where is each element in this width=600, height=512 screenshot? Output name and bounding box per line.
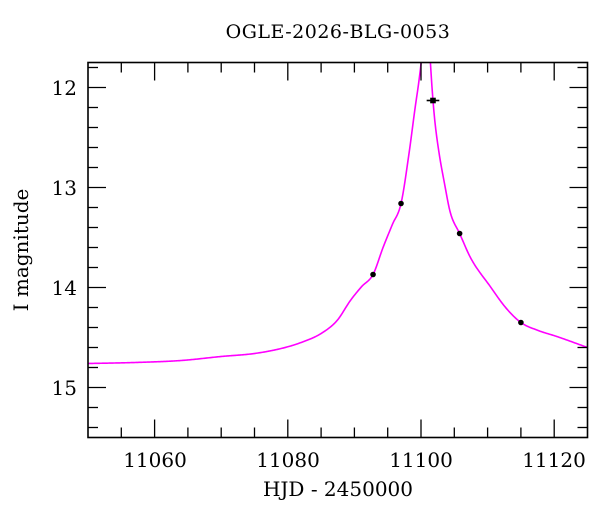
x-tick-label: 11100 (389, 448, 453, 472)
data-point (518, 319, 524, 326)
data-point (370, 271, 376, 278)
x-tick-label: 11120 (522, 448, 586, 472)
x-tick-label: 11080 (256, 448, 320, 472)
lightcurve-model-path (88, 62, 588, 365)
chart-title: OGLE-2026-BLG-0053 (225, 21, 451, 43)
plot-frame (87, 61, 589, 439)
y-tick-label: 14 (51, 276, 77, 300)
data-point (456, 230, 463, 237)
x-axis-label: HJD - 2450000 (262, 477, 414, 501)
y-tick-label: 13 (51, 176, 77, 200)
y-tick-label: 15 (51, 376, 77, 400)
x-tick-label: 11060 (123, 448, 187, 472)
data-point (430, 97, 436, 104)
y-tick-label: 12 (51, 76, 77, 100)
data-point (398, 200, 404, 207)
